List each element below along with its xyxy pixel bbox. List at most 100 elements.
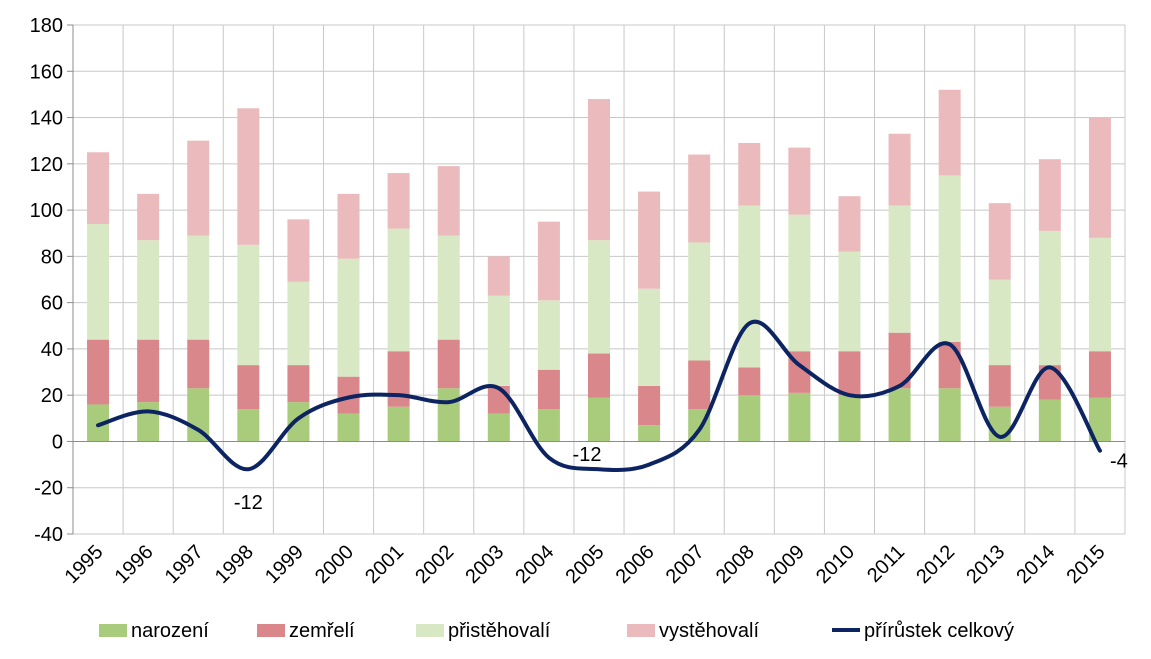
legend-swatch xyxy=(627,624,655,637)
legend-swatch xyxy=(416,624,444,637)
y-tick-labels: -40 -20 0 20 40 60 80 100 120 140 160 180 xyxy=(30,15,63,546)
bar-segment xyxy=(988,279,1011,366)
bar-segment xyxy=(137,193,160,241)
total-increase-line xyxy=(96,319,1102,472)
y-tick-label: 180 xyxy=(30,15,63,37)
y-tick-label: 120 xyxy=(30,154,63,176)
y-tick-label: 100 xyxy=(30,200,63,222)
bar-segment xyxy=(437,388,460,442)
data-label: -12 xyxy=(234,492,263,514)
x-tick-label: 2011 xyxy=(863,541,909,587)
x-tick-label: 2003 xyxy=(461,541,508,588)
bar-segment xyxy=(1038,230,1061,366)
bar-segment xyxy=(938,341,961,389)
y-tick-label: 140 xyxy=(30,108,63,130)
bar-segment xyxy=(738,142,761,206)
bar-segment xyxy=(888,133,911,206)
bar-segment xyxy=(137,339,160,403)
data-labels: -12 -12 -4 xyxy=(234,444,1128,514)
bar-segment xyxy=(337,376,360,414)
legend-label: přírůstek celkový xyxy=(864,620,1014,642)
bar-segment xyxy=(237,409,260,442)
bar-segment xyxy=(838,251,861,352)
y-tick-label: 20 xyxy=(41,385,63,407)
bar-segment xyxy=(688,154,711,243)
legend-label: narození xyxy=(131,620,209,642)
bar-segment xyxy=(187,235,210,340)
x-tick-label: 1997 xyxy=(161,541,208,588)
x-tick-label: 2008 xyxy=(712,541,759,588)
x-tick-label: 2002 xyxy=(411,541,458,588)
total-increase-line-path xyxy=(96,319,1102,472)
y-tick-label: 40 xyxy=(41,339,63,361)
x-tick-label: 2014 xyxy=(1012,541,1059,588)
axes xyxy=(67,24,1125,535)
bar-segment xyxy=(638,385,661,426)
bar-segment xyxy=(588,240,610,354)
x-tick-label: 2006 xyxy=(612,541,659,588)
bar-segment xyxy=(988,203,1011,280)
bar-segment xyxy=(888,388,911,442)
bar-segment xyxy=(237,244,260,366)
bar-segment xyxy=(337,258,360,377)
x-tick-label: 1998 xyxy=(211,541,258,588)
bar-segment xyxy=(487,295,510,386)
bar-segment xyxy=(1088,237,1111,352)
data-label: -4 xyxy=(1110,451,1128,473)
legend-swatch xyxy=(257,624,285,637)
legend-label: přistěhovalí xyxy=(448,620,551,642)
bar-segment xyxy=(537,369,560,410)
bar-segment xyxy=(738,367,761,396)
x-tick-label: 2010 xyxy=(812,541,859,588)
bar-segment xyxy=(838,196,861,252)
bar-segment xyxy=(387,173,410,229)
x-tick-label: 2015 xyxy=(1062,541,1109,588)
bar-segment xyxy=(187,339,210,389)
bar-segment xyxy=(1088,397,1111,442)
bar-segment xyxy=(87,152,110,224)
x-tick-labels: 1995 1996 1997 1998 1999 2000 2001 2002 2003 2004… xyxy=(61,541,1110,588)
bar-segment xyxy=(87,223,110,340)
x-tick-label: 1996 xyxy=(111,541,158,588)
y-tick-label: 60 xyxy=(41,293,63,315)
x-tick-label: 1999 xyxy=(261,541,308,588)
bar-segment xyxy=(487,413,510,442)
bar-segment xyxy=(287,365,310,403)
bar-segment xyxy=(287,402,310,442)
bar-segment xyxy=(588,397,610,442)
x-tick-label: 1995 xyxy=(61,541,108,588)
y-tick-label: 160 xyxy=(30,61,63,83)
bar-segment xyxy=(237,108,260,245)
bar-segment xyxy=(938,175,961,342)
x-tick-label: 2007 xyxy=(662,541,709,588)
bar-segment xyxy=(387,406,410,442)
x-tick-label: 2000 xyxy=(311,541,358,588)
bar-segment xyxy=(387,351,410,407)
bar-segment xyxy=(287,219,310,282)
bar-segment xyxy=(938,89,961,176)
bar-segment xyxy=(988,365,1011,407)
bar-segment xyxy=(838,351,861,396)
y-tick-label: 0 xyxy=(52,431,63,453)
bar-segment xyxy=(387,228,410,352)
x-tick-label: 2005 xyxy=(562,541,609,588)
y-tick-label: -20 xyxy=(34,478,63,500)
y-tick-label: 80 xyxy=(41,246,63,268)
x-tick-label: 2001 xyxy=(361,541,408,588)
bar-segment xyxy=(788,147,811,215)
bar-segment xyxy=(187,140,210,236)
legend-swatch xyxy=(99,624,127,637)
bar-segment xyxy=(137,402,160,442)
bar-segment xyxy=(938,388,961,442)
bar-segment xyxy=(588,99,610,241)
data-label: -12 xyxy=(573,444,602,466)
bar-segment xyxy=(638,425,661,442)
bar-segment xyxy=(537,221,560,301)
bar-segment xyxy=(688,360,711,410)
bar-segment xyxy=(588,353,610,398)
bar-segment xyxy=(688,242,711,361)
bar-segment xyxy=(638,288,661,386)
bar-segment xyxy=(738,395,761,442)
bar-segment xyxy=(838,395,861,442)
bar-segment xyxy=(437,166,460,236)
